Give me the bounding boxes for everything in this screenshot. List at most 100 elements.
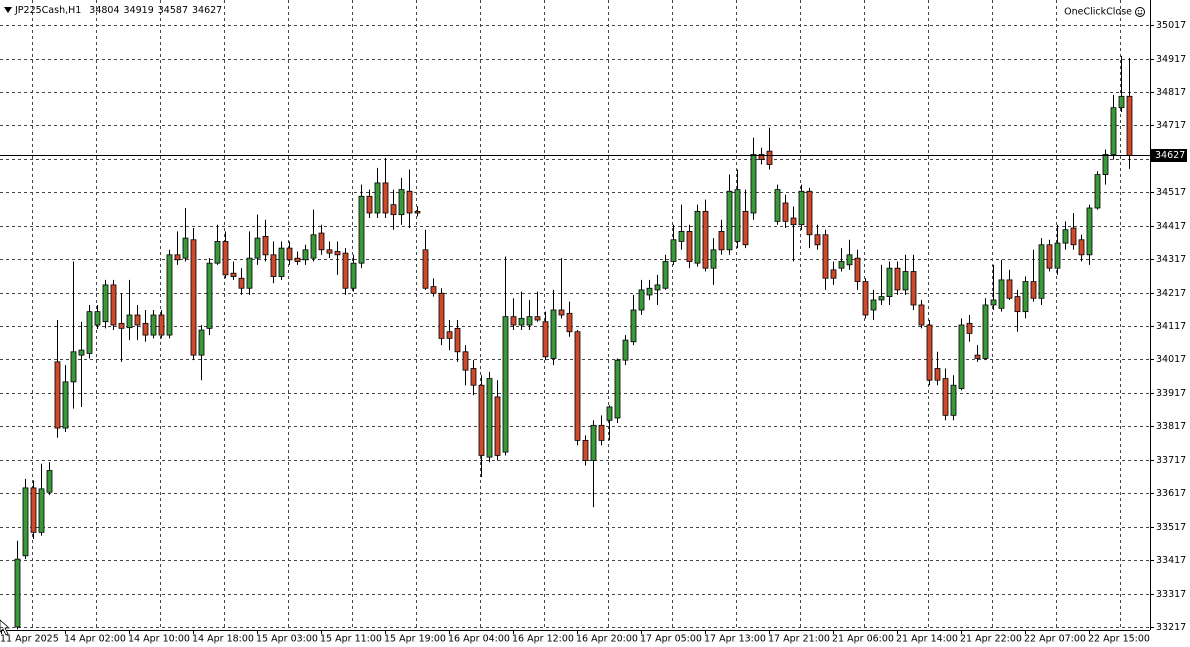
- candle-body: [1030, 281, 1037, 299]
- candle-body: [214, 241, 221, 264]
- y-tick-label: 33617: [1156, 488, 1186, 499]
- candle-body: [982, 304, 989, 359]
- candle-body: [382, 182, 389, 214]
- x-tick-label: 15 Apr 11:00: [320, 634, 382, 645]
- candle-body: [582, 439, 589, 461]
- candle-body: [614, 359, 621, 419]
- candle-body: [950, 384, 957, 416]
- smiley-icon: [1135, 7, 1145, 17]
- candle-body: [814, 234, 821, 246]
- candle-body: [110, 284, 117, 326]
- candle-body: [894, 267, 901, 291]
- x-tick-label: 22 Apr 15:00: [1088, 634, 1150, 645]
- candle-body: [198, 329, 205, 356]
- y-tick-label: 34017: [1156, 354, 1186, 365]
- candle-body: [990, 299, 997, 306]
- candle-body: [1086, 207, 1093, 256]
- candle-body: [494, 396, 501, 456]
- candle-body: [702, 210, 709, 269]
- candle-body: [78, 349, 85, 356]
- candle-body: [230, 272, 237, 277]
- candle-body: [374, 182, 381, 214]
- candle-body: [798, 190, 805, 226]
- candle-body: [566, 312, 573, 333]
- candle-body: [342, 252, 349, 289]
- dropdown-icon[interactable]: [4, 7, 12, 13]
- candle-body: [558, 309, 565, 316]
- y-tick-label: 34517: [1156, 187, 1186, 198]
- header-open: 34804: [89, 5, 119, 16]
- candle-body: [670, 239, 677, 262]
- candle-body: [1102, 154, 1109, 175]
- smiley-eye: [1140, 10, 1143, 12]
- candle-body: [534, 316, 541, 321]
- smiley-face: [1135, 7, 1145, 17]
- y-tick-label: 33317: [1156, 589, 1186, 600]
- candle-body: [782, 202, 789, 222]
- candle-body: [1006, 279, 1013, 299]
- candle-body: [46, 470, 53, 493]
- candle-body: [510, 316, 517, 326]
- candle-body: [910, 271, 917, 306]
- candle-body: [366, 195, 373, 214]
- y-tick-label: 33217: [1156, 622, 1186, 633]
- candle-body: [502, 316, 509, 453]
- candle-body: [190, 239, 197, 356]
- candle-body: [974, 354, 981, 359]
- candle-body: [862, 281, 869, 316]
- candle-body: [550, 309, 557, 359]
- candle-body: [70, 351, 77, 383]
- candle-body: [222, 241, 229, 276]
- y-tick-label: 34117: [1156, 321, 1186, 332]
- candle-body: [54, 361, 61, 429]
- candle-body: [854, 257, 861, 282]
- smiley-eye: [1137, 10, 1140, 12]
- x-tick-label: 11 Apr 2025: [0, 634, 59, 645]
- candle-body: [718, 231, 725, 251]
- candle-body: [470, 368, 477, 386]
- candle-body: [62, 381, 69, 429]
- x-tick-label: 16 Apr 12:00: [512, 634, 574, 645]
- candle-body: [734, 189, 741, 242]
- candle-body: [574, 331, 581, 441]
- candle-body: [742, 210, 749, 246]
- candle-body: [462, 351, 469, 371]
- y-tick-label: 34917: [1156, 54, 1186, 65]
- candle-body: [942, 378, 949, 416]
- candle-body: [310, 234, 317, 259]
- candle-body: [598, 424, 605, 441]
- candle-body: [518, 317, 525, 326]
- candle-body: [166, 254, 173, 336]
- symbol: JP225Cash,H1: [14, 5, 81, 16]
- candle-body: [1094, 174, 1101, 209]
- candle-body: [750, 154, 757, 214]
- x-tick-label: 17 Apr 21:00: [768, 634, 830, 645]
- candle-body: [1014, 296, 1021, 313]
- candle-body: [542, 321, 549, 358]
- candle-body: [1126, 95, 1133, 156]
- candle-body: [934, 368, 941, 381]
- x-tick-label: 21 Apr 14:00: [896, 634, 958, 645]
- candle-body: [918, 304, 925, 326]
- x-tick-label: 14 Apr 18:00: [192, 634, 254, 645]
- candle-body: [806, 190, 813, 236]
- candle-body: [646, 287, 653, 296]
- candle-body: [838, 261, 845, 269]
- y-tick-label: 34817: [1156, 87, 1186, 98]
- candle-body: [286, 247, 293, 261]
- plugin-label[interactable]: OneClickClose: [1064, 7, 1132, 18]
- candle-body: [846, 254, 853, 266]
- candle-body: [998, 279, 1005, 309]
- x-tick-label: 15 Apr 19:00: [384, 634, 446, 645]
- candle-body: [326, 249, 333, 254]
- candle-body: [1046, 244, 1053, 269]
- y-tick-label: 34317: [1156, 254, 1186, 265]
- candle-body: [1038, 244, 1045, 299]
- x-tick-label: 17 Apr 05:00: [640, 634, 702, 645]
- y-tick-label: 33717: [1156, 455, 1186, 466]
- candle-body: [302, 249, 309, 261]
- candle-body: [246, 257, 253, 289]
- x-tick-label: 21 Apr 06:00: [832, 634, 894, 645]
- candle-body: [1078, 239, 1085, 256]
